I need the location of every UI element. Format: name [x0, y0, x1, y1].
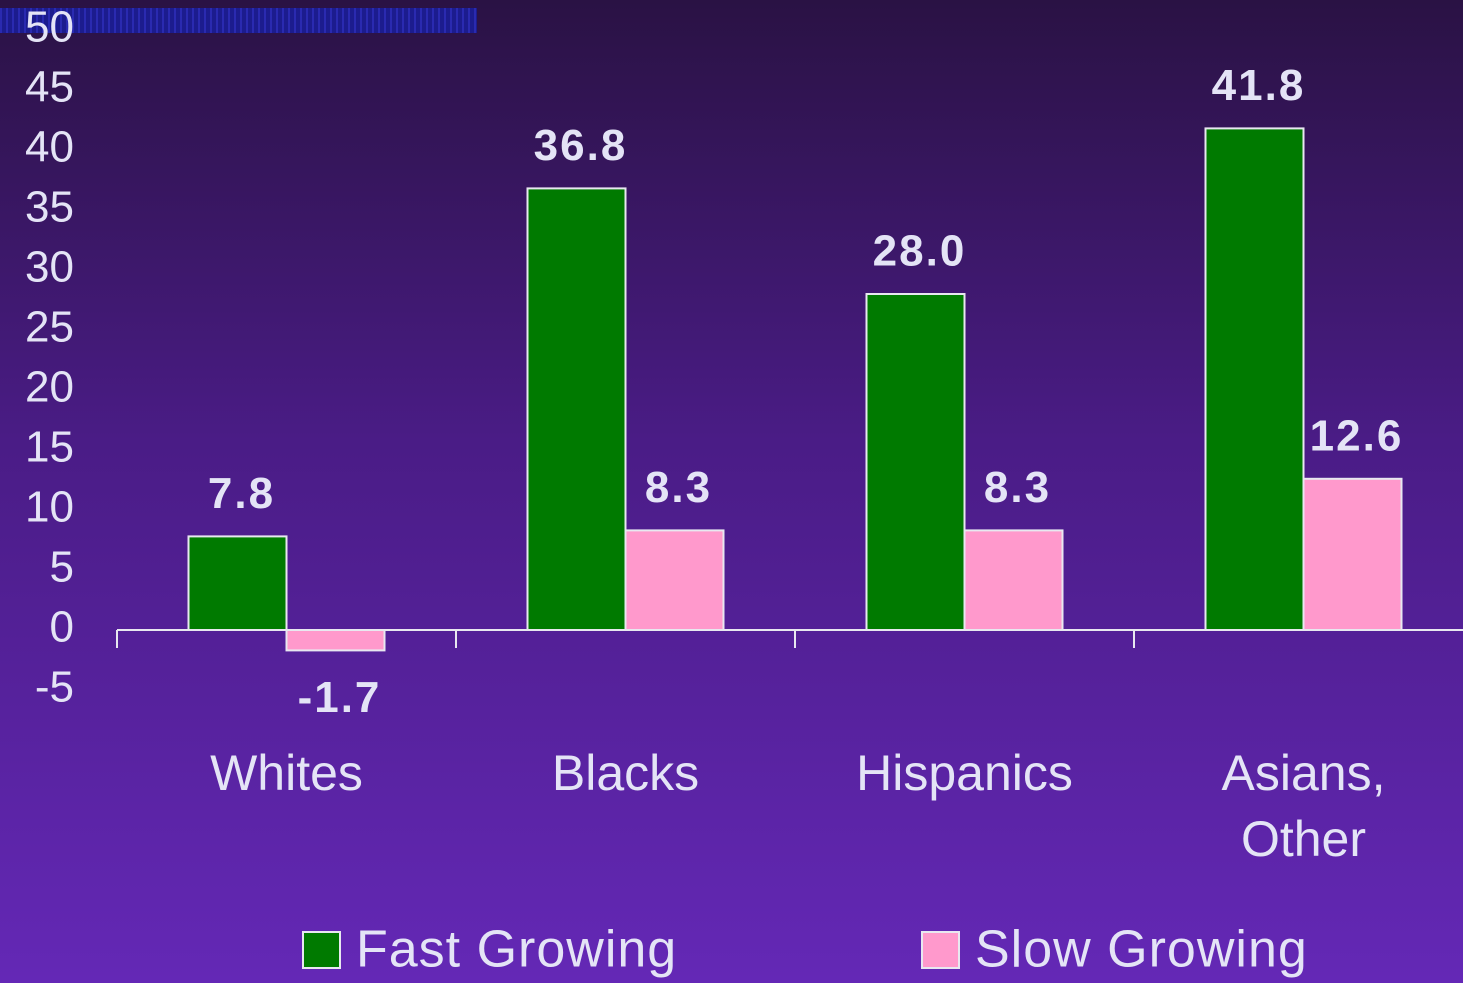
x-tick-label: Blacks: [551, 745, 700, 801]
value-label: 8.3: [984, 463, 1051, 512]
y-tick-label: 5: [50, 543, 74, 592]
x-tick-label: Asians, Other: [1221, 745, 1386, 867]
y-tick-label: -5: [35, 663, 74, 712]
y-tick-label: 35: [25, 183, 74, 232]
bar: [285, 629, 386, 652]
legend-swatch: [302, 931, 341, 969]
y-tick-label: 10: [25, 483, 74, 532]
value-label: 36.8: [534, 121, 628, 170]
bar: [1302, 477, 1403, 631]
value-label: 12.6: [1310, 411, 1404, 460]
bar: [865, 293, 966, 631]
bar: [526, 187, 627, 631]
value-label: 28.0: [873, 227, 967, 276]
y-tick-label: 0: [50, 603, 74, 652]
y-tick-label: 45: [25, 63, 74, 112]
y-tick-label: 25: [25, 303, 74, 352]
y-tick-label: 20: [25, 363, 74, 412]
bar: [624, 529, 725, 632]
legend-label: Slow Growing: [975, 921, 1308, 979]
value-label: -1.7: [298, 673, 382, 722]
header-band: [0, 8, 477, 33]
value-label: 8.3: [645, 463, 712, 512]
value-label: 7.8: [208, 469, 275, 518]
x-tick-label: Hispanics: [856, 745, 1073, 801]
y-tick-label: 50: [25, 3, 74, 52]
legend-label: Fast Growing: [356, 921, 677, 979]
legend-swatch: [921, 931, 960, 969]
y-tick-label: 15: [25, 423, 74, 472]
bar: [963, 529, 1064, 632]
y-tick-label: 40: [25, 123, 74, 172]
bar: [187, 535, 288, 632]
x-tick-label: Whites: [210, 745, 363, 801]
y-tick-label: 30: [25, 243, 74, 292]
bar: [1204, 127, 1305, 631]
value-label: 41.8: [1212, 61, 1306, 110]
